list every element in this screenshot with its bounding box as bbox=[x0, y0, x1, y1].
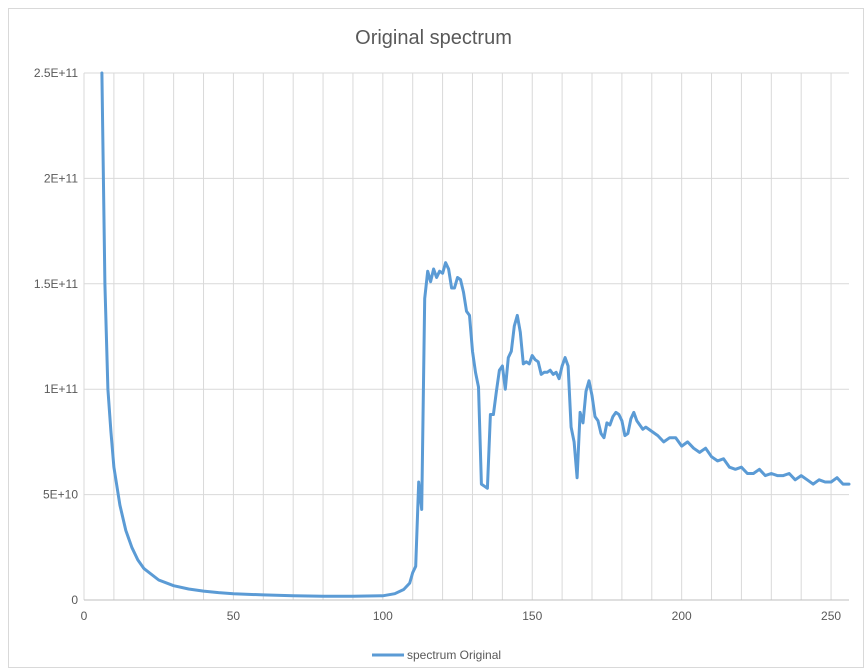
grid bbox=[83, 72, 849, 601]
y-tick-label: 2.5E+11 bbox=[34, 66, 78, 80]
y-tick-label: 1E+11 bbox=[44, 382, 78, 396]
x-tick-label: 150 bbox=[522, 609, 542, 623]
chart-frame bbox=[8, 8, 864, 668]
legend-label: spectrum Original bbox=[407, 648, 501, 662]
x-tick-label: 100 bbox=[373, 609, 393, 623]
y-tick-label: 2E+11 bbox=[44, 171, 78, 185]
x-tick-label: 250 bbox=[821, 609, 841, 623]
y-tick-label: 1.5E+11 bbox=[34, 277, 78, 291]
y-tick-label: 0 bbox=[71, 593, 78, 607]
chart-title: Original spectrum bbox=[355, 27, 512, 49]
x-tick-label: 0 bbox=[81, 609, 88, 623]
legend: spectrum Original bbox=[372, 648, 501, 662]
series-line bbox=[100, 71, 851, 598]
y-tick-label: 5E+10 bbox=[43, 488, 78, 502]
x-tick-label: 200 bbox=[672, 609, 692, 623]
series-layer bbox=[100, 71, 851, 598]
x-tick-label: 50 bbox=[227, 609, 241, 623]
axes: 0 5E+10 1E+11 1.5E+11 2E+11 2.5E+11 0 50 100 150 2… bbox=[34, 66, 849, 623]
